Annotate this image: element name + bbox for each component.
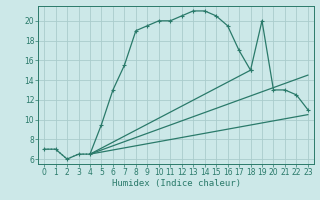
X-axis label: Humidex (Indice chaleur): Humidex (Indice chaleur) [111, 179, 241, 188]
